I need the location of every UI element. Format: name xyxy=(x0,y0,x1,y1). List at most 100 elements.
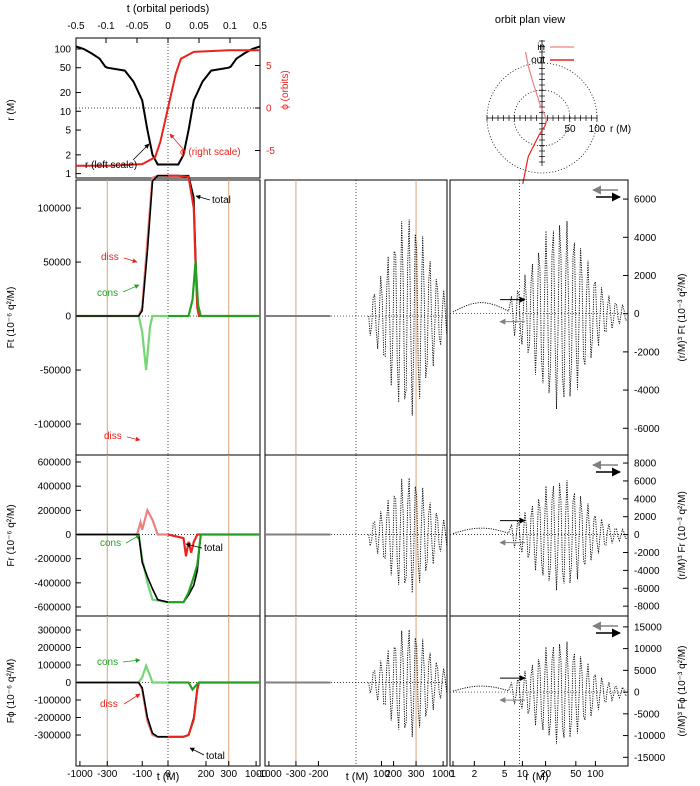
top-tick-label: -0.5 xyxy=(67,21,85,32)
phi-tick-label: 5 xyxy=(266,61,272,72)
right-tick-label: -10000 xyxy=(634,731,666,742)
cons-outgoing-curve xyxy=(168,262,260,317)
right-tick-label: -6000 xyxy=(634,424,660,435)
panel-Ft-2: 6000 4000 2000 0 -2000 -4000 -6000 (r/M)³ Ft (1… xyxy=(449,179,688,456)
right-tick-label: 5000 xyxy=(634,666,657,677)
right-tick-label: 6000 xyxy=(634,476,657,487)
right-tick-label: 4000 xyxy=(634,494,657,505)
r-axis-ticks: 100 50 20 10 5 2 1 xyxy=(54,44,81,180)
plan-in-curve xyxy=(524,51,547,121)
total-label: total xyxy=(212,195,231,206)
cons-arrow xyxy=(125,534,141,544)
right-axis-label: (r/M)³ Fr (10⁻³ q²/M) xyxy=(677,491,688,580)
right-tick-label: 2000 xyxy=(634,271,657,282)
r-tick-label: 50 xyxy=(60,63,72,74)
phi-annotation-arrow xyxy=(169,133,183,149)
right-tick-label: -2000 xyxy=(634,548,660,559)
panel-Ft-0: 100000 50000 0 -50000 -100000 Ft (10⁻⁶ q²/M) t… xyxy=(6,174,261,456)
diss-outgoing-curve xyxy=(168,174,260,317)
panel-Fphi-0: 300000 200000 100000 0 -100000 -200000 -300000… xyxy=(6,615,261,767)
t-tick-label: 300 xyxy=(220,769,237,780)
t-tick-label: -1000 xyxy=(67,769,93,780)
right-tick-label: -4000 xyxy=(634,566,660,577)
left-tick-label: 0 xyxy=(65,678,71,689)
right-tick-label: 2000 xyxy=(634,512,657,523)
legend-out-label: out xyxy=(531,55,545,66)
right-axis-label: (r/M)³ Ft (10⁻³ q²/M) xyxy=(677,273,688,361)
right-tick-label: 0 xyxy=(634,309,640,320)
r-tick-label: 1 xyxy=(450,769,456,780)
r-curve xyxy=(75,45,261,166)
left-tick-label: 300000 xyxy=(38,626,72,637)
plan-xlabel: r (M) xyxy=(610,124,631,135)
panel-Fr-2: 8000 6000 4000 2000 0 -2000 -4000 -6000 -8000 (r/… xyxy=(449,454,688,617)
phi-curve xyxy=(76,49,260,167)
left-tick-label: -200000 xyxy=(34,554,71,565)
right-tick-label: 10000 xyxy=(634,644,662,655)
orbit-plan-panel: orbit plan view 50 100 r (M) in out xyxy=(486,14,631,185)
t-tick-label: 200 xyxy=(385,769,402,780)
right-tick-label: -15000 xyxy=(634,753,666,764)
t-tick-label: -1000 xyxy=(256,769,282,780)
right-tick-label: 0 xyxy=(634,530,640,541)
t-tick-label: -300 xyxy=(97,769,117,780)
total-arrow xyxy=(195,194,211,201)
left-axis-label: Fϕ (10⁻⁶ q²/M) xyxy=(6,659,17,723)
flux-oscillation xyxy=(452,221,628,410)
panel-frame xyxy=(264,179,448,456)
panel-Fphi-1 xyxy=(264,615,448,767)
left-tick-label: -200000 xyxy=(34,713,71,724)
total-label: total xyxy=(206,751,225,762)
r-tick-label: 100 xyxy=(54,44,71,55)
plan-ticks xyxy=(486,40,598,163)
diss-label: diss xyxy=(100,699,118,710)
phi-tick-label: -5 xyxy=(266,146,275,157)
left-tick-label: 600000 xyxy=(38,458,72,469)
top-tick-label: 0.05 xyxy=(189,21,209,32)
r-tick-label: 10 xyxy=(60,107,72,118)
phi-axis-ticks: 5 0 -5 xyxy=(255,61,275,157)
panel-Fr-0: 600000 400000 200000 0 -200000 -400000 -600000… xyxy=(6,431,261,617)
r-tick-label: 5 xyxy=(502,769,508,780)
cons-label: cons xyxy=(100,538,121,549)
panel-frame xyxy=(449,615,629,767)
t-axis-label-mid: t (M) xyxy=(346,771,369,783)
r-axis-label-bottom: r (M) xyxy=(525,771,548,783)
plan-tick-50: 50 xyxy=(564,124,576,135)
diss-arrow xyxy=(126,436,141,442)
t-tick-label: 300 xyxy=(408,769,425,780)
cons-arrow xyxy=(122,658,141,663)
bottom-ticks: -1000 -300 -100 0 200 300 1000-1000 -300 -200 100… xyxy=(67,761,604,780)
total-arrow xyxy=(189,747,205,756)
total-arrow xyxy=(185,542,203,549)
t-tick-label: -200 xyxy=(308,769,328,780)
right-tick-label: -8000 xyxy=(634,602,660,613)
panel-Fphi-2: 15000 10000 5000 0 -5000 -10000 -15000 (r/M)³ F… xyxy=(449,615,688,767)
left-tick-label: 0 xyxy=(65,312,71,323)
top-tick-label: 0.1 xyxy=(223,21,237,32)
r-annotation: r (left scale) xyxy=(85,160,137,171)
top-tick-label: -0.1 xyxy=(97,21,115,32)
diss-label: diss xyxy=(104,431,122,442)
phi-annotation: ϕ (right scale) xyxy=(180,147,241,158)
panel-frame xyxy=(449,179,629,456)
outgoing-oscillation xyxy=(368,629,448,737)
r-tick-label: 2 xyxy=(472,769,478,780)
left-axis-label: Ft (10⁻⁶ q²/M) xyxy=(6,287,17,349)
r-tick-label: 5 xyxy=(65,126,71,137)
right-axis-label: (r/M)³ Fϕ (10⁻³ q²/M) xyxy=(677,646,688,737)
t-tick-label: -300 xyxy=(286,769,306,780)
left-tick-label: -100000 xyxy=(34,420,71,431)
left-tick-label: 400000 xyxy=(38,482,72,493)
cons-outgoing-curve xyxy=(168,681,260,692)
cons-label: cons xyxy=(97,657,118,668)
top-tick-label: 0 xyxy=(165,21,171,32)
panel-frame xyxy=(449,454,629,617)
right-tick-label: -2000 xyxy=(634,347,660,358)
r-tick-label: 2 xyxy=(65,150,71,161)
right-tick-label: -4000 xyxy=(634,386,660,397)
top-axis-ticks: -0.5 -0.1 -0.05 0 0.05 0.1 0.5 xyxy=(67,21,267,43)
left-tick-label: -400000 xyxy=(34,578,71,589)
top-axis-title: t (orbital periods) xyxy=(127,3,210,15)
